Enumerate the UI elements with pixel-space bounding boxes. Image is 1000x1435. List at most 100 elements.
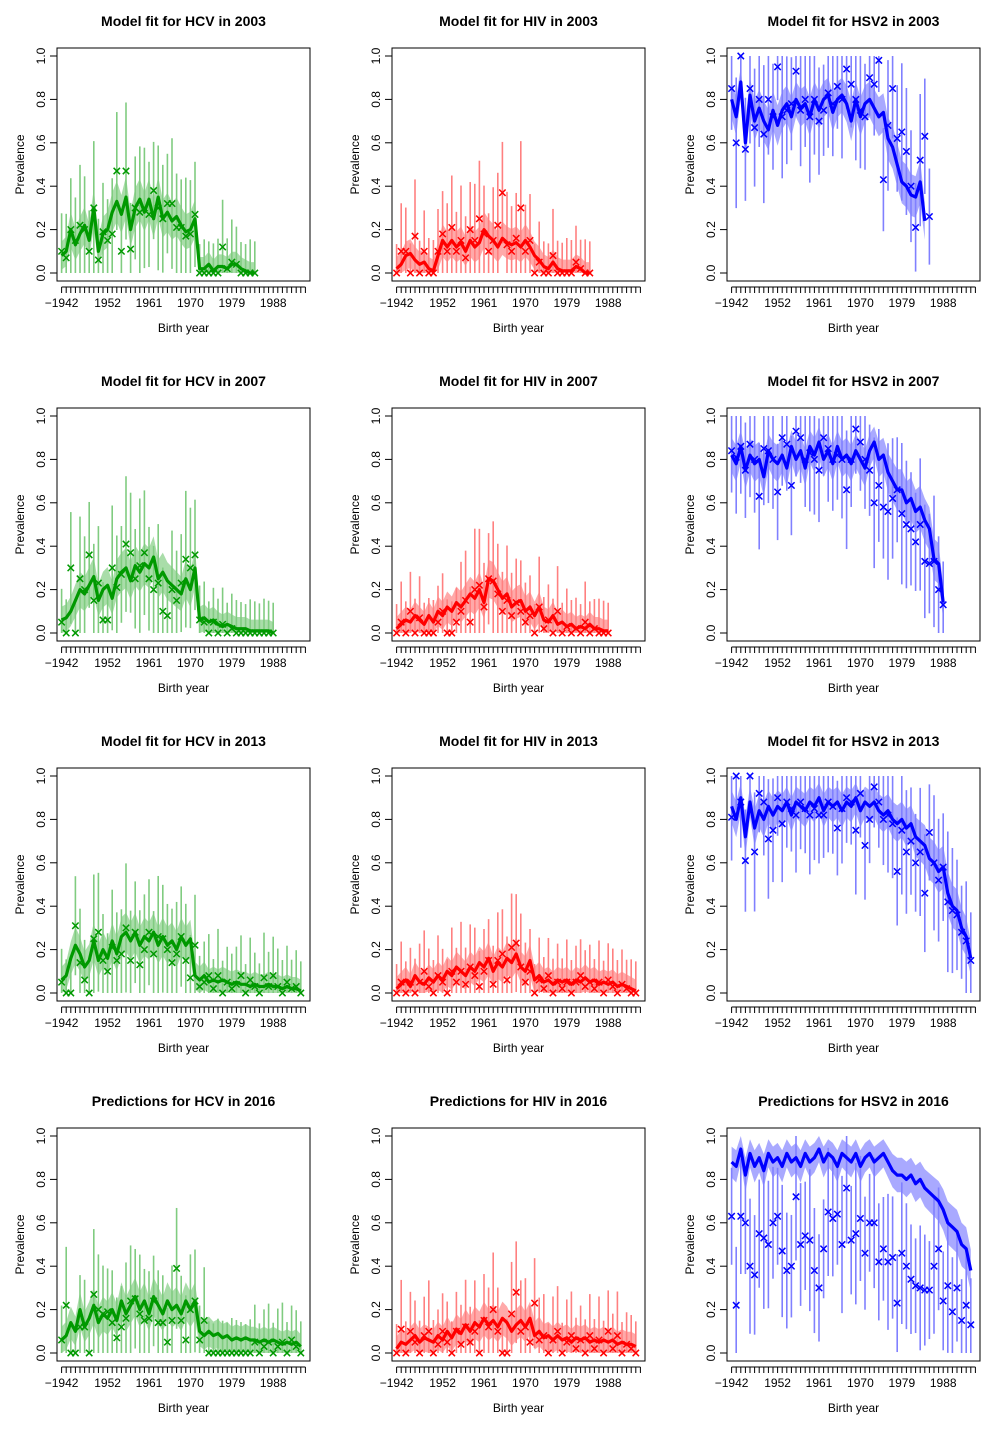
observed-point <box>251 1338 259 1346</box>
observed-point <box>99 228 107 236</box>
observed-point <box>875 481 883 490</box>
observed-point <box>103 616 112 624</box>
x-tick-label: 1988 <box>260 1376 287 1390</box>
observed-point <box>833 82 842 91</box>
y-tick-label: 1.0 <box>34 1127 48 1144</box>
observed-point <box>764 95 773 104</box>
panel-hcv-2003: Model fit for HCV in 2003 0.0 0.2 0.4 0.6 0.8… <box>13 13 311 335</box>
y-tick-label: 0.4 <box>704 178 718 195</box>
observed-point <box>755 789 763 798</box>
observed-point <box>544 1349 553 1357</box>
observed-point <box>902 1262 911 1270</box>
y-axis-label: Prevalence <box>683 134 697 194</box>
observed-point <box>287 1336 296 1344</box>
panel-hiv-2016: Predictions for HIV in 2016 0.0 0.2 0.4 0.6 0… <box>348 1093 646 1415</box>
observed-point <box>406 607 415 616</box>
observed-point <box>149 585 158 594</box>
plot-frame <box>56 47 311 282</box>
y-tick-label: 0.8 <box>34 1171 48 1188</box>
observed-point <box>402 629 410 637</box>
x-tick-label: 1961 <box>806 1016 833 1030</box>
observed-point <box>429 1349 438 1357</box>
observed-point <box>755 492 763 501</box>
observed-point <box>746 84 754 93</box>
observed-point <box>448 223 456 232</box>
observed-point <box>140 945 149 954</box>
y-axis-label: Prevalence <box>683 854 697 914</box>
observed-point <box>875 1258 883 1266</box>
observed-point <box>237 971 245 980</box>
observed-point <box>411 629 419 637</box>
panel-hcv-2016: Predictions for HCV in 2016 0.0 0.2 0.4 0.6 0… <box>13 1093 311 1415</box>
observed-point <box>801 455 809 464</box>
y-tick-label: 0.2 <box>34 221 48 238</box>
observed-point <box>182 555 190 563</box>
observed-point <box>126 956 135 965</box>
panel-hsv2-2016: Predictions for HSV2 in 2016 0.0 0.2 0.4 0.6… <box>683 1093 981 1415</box>
observed-point <box>599 1349 608 1357</box>
observed-point <box>599 989 608 997</box>
observed-point <box>540 624 548 633</box>
observed-point <box>572 1344 580 1353</box>
observed-point <box>103 967 112 976</box>
x-tick-label: 1970 <box>177 1016 204 1030</box>
x-tick-label: 1952 <box>94 656 121 670</box>
observed-point <box>898 826 906 834</box>
y-tick-label: 1.0 <box>704 1127 718 1144</box>
observed-point <box>457 236 465 245</box>
observed-point <box>85 551 93 559</box>
observed-point <box>494 956 502 965</box>
observed-point <box>911 859 920 867</box>
observed-point <box>452 978 461 986</box>
x-tick-label: −1942 <box>45 656 79 670</box>
x-tick-label: −1942 <box>715 1376 749 1390</box>
observed-point <box>526 611 534 620</box>
observed-point <box>113 1334 121 1342</box>
observed-point <box>819 1245 828 1253</box>
x-tick-label: 1970 <box>847 1376 874 1390</box>
observed-point <box>145 210 153 219</box>
observed-point <box>94 928 103 936</box>
observed-point <box>732 772 740 780</box>
observed-point <box>558 1349 566 1357</box>
observed-point <box>792 427 800 435</box>
observed-point <box>888 1253 897 1262</box>
observed-point <box>778 820 786 828</box>
observed-point <box>852 826 860 834</box>
observed-point <box>750 123 759 132</box>
observed-point <box>108 943 116 952</box>
observed-point <box>847 1236 855 1244</box>
observed-point <box>810 804 819 813</box>
panel-hiv-2003: Model fit for HIV in 2003 0.0 0.2 0.4 0.6 0.8… <box>348 13 646 335</box>
observed-point <box>255 989 264 997</box>
x-tick-label: 1979 <box>553 1016 580 1030</box>
observed-point <box>861 113 869 121</box>
observed-point <box>278 1338 287 1346</box>
y-tick-label: 0.6 <box>369 134 383 151</box>
x-tick-label: 1970 <box>847 1016 874 1030</box>
observed-point <box>297 1349 305 1357</box>
observed-point <box>85 247 93 256</box>
observed-point <box>126 548 135 557</box>
observed-point <box>145 1314 153 1323</box>
observed-point <box>457 1340 465 1349</box>
observed-point <box>911 223 920 232</box>
observed-point <box>140 1316 149 1325</box>
x-tick-label: 1952 <box>429 1376 456 1390</box>
observed-point <box>443 1338 451 1346</box>
model-line <box>730 1147 973 1271</box>
y-tick-label: 0.8 <box>34 91 48 108</box>
observed-point <box>90 204 98 212</box>
y-tick-label: 0.8 <box>34 811 48 828</box>
observed-point <box>113 167 121 175</box>
y-tick-label: 0.6 <box>704 854 718 871</box>
observed-point <box>80 976 89 984</box>
plot-frame <box>391 1127 646 1362</box>
observed-point <box>191 1297 199 1305</box>
observed-point <box>512 1288 520 1296</box>
observed-point <box>773 63 782 71</box>
observed-point <box>475 215 484 223</box>
observed-point <box>806 449 814 457</box>
model-line <box>730 80 927 222</box>
observed-point <box>567 989 576 997</box>
